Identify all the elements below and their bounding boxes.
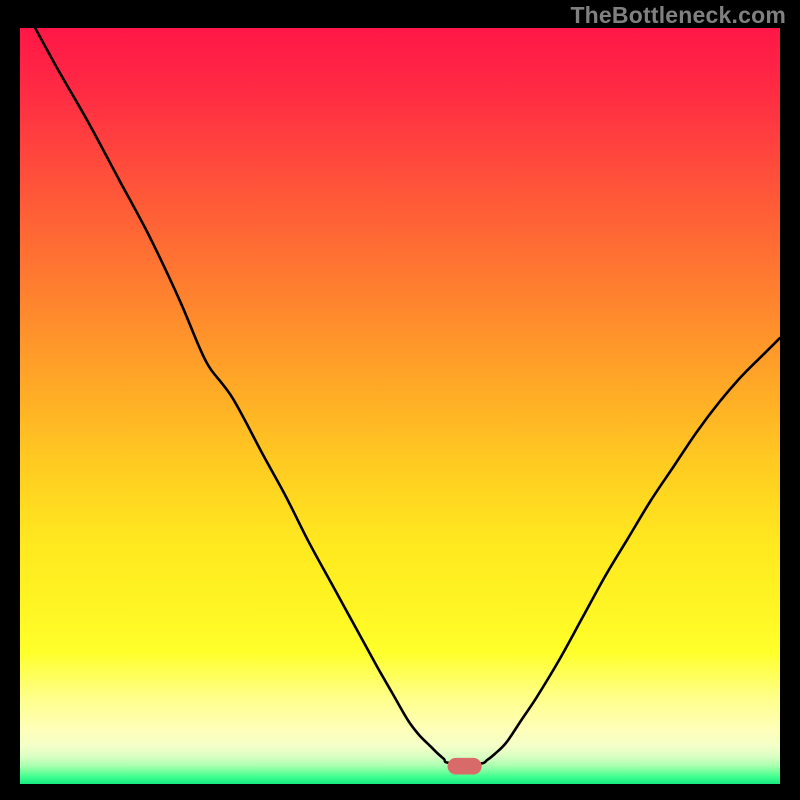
watermark-text: TheBottleneck.com [570, 2, 786, 29]
curve-minimum-marker [448, 758, 482, 775]
chart-background [20, 28, 780, 784]
bottleneck-chart [20, 28, 780, 784]
chart-frame: { "watermark": { "text": "TheBottleneck.… [0, 0, 800, 800]
